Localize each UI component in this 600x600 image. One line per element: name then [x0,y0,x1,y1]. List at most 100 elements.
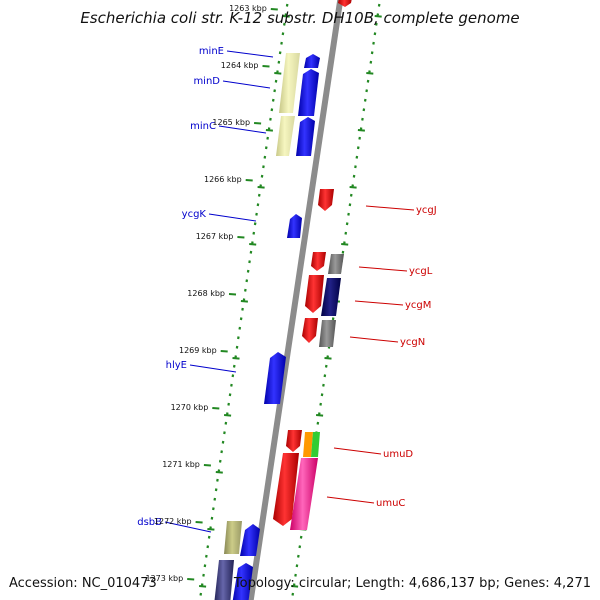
track-dot [270,108,274,112]
gene-umuC[interactable] [273,453,299,526]
track-dot [213,497,217,501]
gene-label-minD[interactable]: minD [193,76,220,87]
gene-umuD[interactable] [286,430,302,452]
track-dot [295,564,299,568]
track-major-tick [257,186,265,189]
track-major-tick [274,72,282,75]
leader-ycgM [354,300,404,306]
orf-ycgN-grey[interactable] [319,320,336,347]
track-dot [266,136,269,140]
track-dot [264,146,268,150]
track-dot [365,89,368,93]
gene-label-hlyE[interactable]: hlyE [166,360,187,371]
orf-umuD-orange[interactable] [303,432,313,457]
kbp-tick-label: 1271 kbp [162,460,200,469]
track-dot [361,117,364,121]
track-dot [355,155,359,159]
gene-minD[interactable] [298,69,319,116]
gene-minC[interactable] [296,117,315,156]
track-major-tick [199,585,207,588]
orf-minE-pale[interactable] [279,53,300,113]
track-major-tick [374,15,382,18]
track-dot [375,22,378,26]
track-dot [377,3,381,7]
gene-label-minE[interactable]: minE [199,46,224,57]
kbp-tick-mark [228,293,237,296]
track-dot [207,535,211,539]
track-dot [227,402,230,406]
kbp-tick-label: 1263 kbp [229,4,267,13]
track-dot [256,203,260,207]
gene-label-dsbB[interactable]: dsbB [137,517,162,528]
gene-blue-bottom[interactable] [232,563,253,600]
gene-dsbB[interactable] [240,524,260,556]
track-dot [228,393,232,397]
gene-ycgN[interactable] [302,318,318,343]
orf-umuD-green[interactable] [311,432,320,457]
track-dot [291,592,295,596]
gene-label-umuD[interactable]: umuD [383,449,413,460]
track-major-tick [316,414,324,417]
track-dot [370,51,374,55]
orf-minC-pale[interactable] [276,116,295,156]
orf-ycgM-navy[interactable] [321,278,341,316]
gene-label-ycgM[interactable]: ycgM [405,300,431,311]
track-dot [274,79,278,83]
track-dot [345,222,349,226]
orf-purple[interactable] [214,560,234,600]
track-dot [216,478,219,482]
kbp-tick-mark [245,179,253,182]
track-dot [237,336,240,340]
gene-red-top[interactable] [338,0,352,7]
track-dot [372,41,375,45]
gene-ycgL[interactable] [311,252,326,271]
leader-umuD [333,447,382,455]
track-dot [253,222,257,226]
gene-label-ycgL[interactable]: ycgL [409,266,433,277]
track-dot [212,507,215,511]
track-dot [255,212,258,216]
track-dot [352,174,356,178]
kbp-tick-labels: 1263 kbp 1264 kbp 1265 kbp 1266 kbp 1267 kbp… [145,4,278,583]
map-title: Escherichia coli str. K-12 substr. DH10B… [80,9,519,27]
orf-ycgL-grey[interactable] [328,254,344,274]
gene-ycgJ[interactable] [318,189,334,211]
kbp-tick-label: 1268 kbp [187,289,225,298]
track-major-tick [240,300,248,303]
track-dot [231,374,235,378]
orf-umuC-pink[interactable] [290,458,318,530]
leader-hlyE [189,364,237,373]
gene-label-ycgJ[interactable]: ycgJ [416,205,437,216]
kbp-tick-mark [220,350,228,353]
track-dot [263,155,267,159]
track-dot [356,146,360,150]
track-dot [260,174,264,178]
track-dot [271,98,275,102]
kbp-tick-label: 1269 kbp [179,346,217,355]
track-dot [252,231,256,235]
gene-label-umuC[interactable]: umuC [376,498,405,509]
track-major-tick [265,129,273,132]
leader-minC [218,125,267,134]
track-major-tick [349,186,357,189]
gene-label-minC[interactable]: minC [190,121,216,132]
track-dot [214,488,218,492]
track-dot [202,573,205,577]
kbp-tick-label: 1272 kbp [154,517,192,526]
track-dot [257,193,261,197]
gene-ycgM[interactable] [305,275,324,313]
kbp-tick-mark [195,521,203,524]
orf-dsbB-khaki[interactable] [224,521,242,554]
track-dot [354,165,357,169]
track-dot [285,3,289,7]
gene-label-ycgN[interactable]: ycgN [400,337,425,348]
track-dot [331,317,335,321]
gene-label-ycgK[interactable]: ycgK [182,209,207,220]
gene-minE[interactable] [304,54,320,68]
kbp-tick-mark [262,65,270,68]
gene-ycgK[interactable] [287,214,302,238]
track-dot [322,383,325,387]
gene-hlyE[interactable] [264,352,286,404]
